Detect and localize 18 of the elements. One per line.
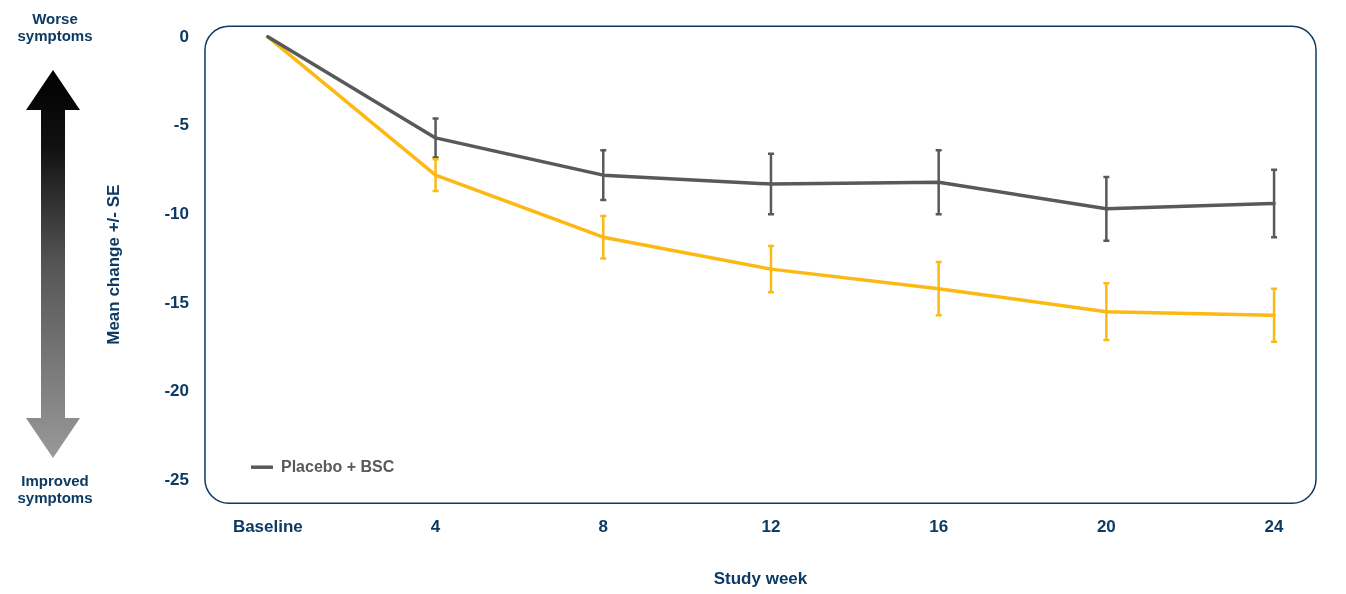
x-tick-label: 4	[430, 517, 441, 537]
x-axis-title: Study week	[713, 569, 808, 589]
x-tick-label: 24	[1264, 517, 1285, 537]
legend-label: Placebo + BSC	[280, 457, 395, 475]
x-tick-label: 8	[598, 517, 608, 537]
y-tick-label: -20	[164, 381, 189, 401]
y-tick-label: -5	[173, 115, 189, 135]
text: Improved symptoms	[16, 472, 94, 506]
x-tick-label: 12	[761, 517, 781, 537]
text: Worse symptoms	[16, 10, 94, 44]
y-tick-label: -25	[164, 469, 189, 489]
y-tick-label: 0	[179, 26, 189, 46]
y-tick-label: -10	[164, 203, 189, 223]
y-axis-title: Mean change +/- SE	[103, 184, 123, 345]
x-tick-label: Baseline	[232, 517, 303, 537]
y-tick-label: -15	[164, 292, 189, 312]
x-tick-label: 20	[1096, 517, 1116, 537]
x-tick-label: 16	[929, 517, 949, 537]
